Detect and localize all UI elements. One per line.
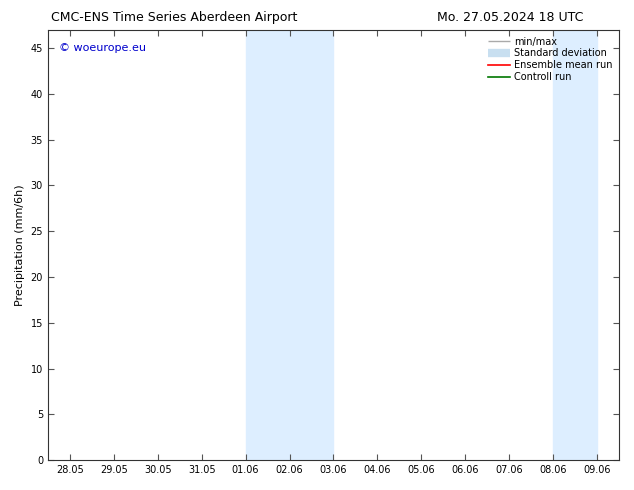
Bar bbox=[245, 30, 333, 460]
Text: © woeurope.eu: © woeurope.eu bbox=[60, 43, 146, 52]
Text: CMC-ENS Time Series Aberdeen Airport: CMC-ENS Time Series Aberdeen Airport bbox=[51, 11, 297, 24]
Bar bbox=[553, 30, 597, 460]
Text: Mo. 27.05.2024 18 UTC: Mo. 27.05.2024 18 UTC bbox=[437, 11, 583, 24]
Legend: min/max, Standard deviation, Ensemble mean run, Controll run: min/max, Standard deviation, Ensemble me… bbox=[486, 35, 614, 84]
Y-axis label: Precipitation (mm/6h): Precipitation (mm/6h) bbox=[15, 184, 25, 306]
